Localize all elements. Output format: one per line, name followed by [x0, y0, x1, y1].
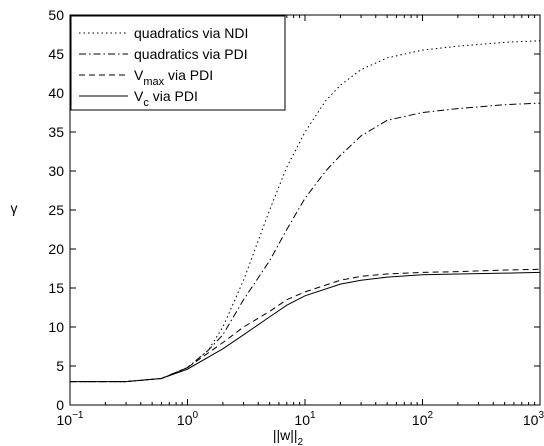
y-tick-label: 15	[48, 280, 64, 296]
y-tick-label: 10	[48, 319, 64, 335]
x-tick-label: 102	[412, 410, 434, 428]
y-tick-label: 5	[56, 358, 64, 374]
y-tick-label: 0	[56, 397, 64, 413]
series-line-2	[70, 102, 541, 383]
y-axis-label: γ	[11, 200, 18, 216]
y-tick-label: 20	[48, 241, 64, 257]
y-tick-label: 50	[48, 7, 64, 23]
y-tick-label: 35	[48, 124, 64, 140]
axis-ticks: 0 5 10 15 20 25 30 35 40 45 50 10−1 100 101 102 103	[48, 7, 544, 428]
legend-label: Vc via PDI	[134, 88, 198, 109]
y-tick-label: 40	[48, 85, 64, 101]
y-tick-label: 25	[48, 202, 64, 218]
legend-box	[70, 15, 286, 111]
series-line-3	[70, 268, 541, 383]
x-tick-label: 103	[523, 410, 544, 428]
x-tick-label: 10−1	[57, 410, 84, 428]
y-tick-label: 45	[48, 46, 64, 62]
y-tick-label: 30	[48, 163, 64, 179]
legend-label: quadratics via NDI	[134, 25, 248, 41]
legend: quadratics via NDI quadratics via PDI Vmax…	[70, 15, 286, 111]
x-tick-label: 100	[177, 410, 199, 428]
series-layer	[70, 40, 541, 383]
x-tick-label: 101	[294, 410, 316, 428]
legend-label: quadratics via PDI	[134, 46, 248, 62]
x-axis-label: ||w||2	[273, 427, 304, 446]
legend-label: Vmax via PDI	[134, 67, 213, 88]
series-line-4	[70, 271, 541, 383]
